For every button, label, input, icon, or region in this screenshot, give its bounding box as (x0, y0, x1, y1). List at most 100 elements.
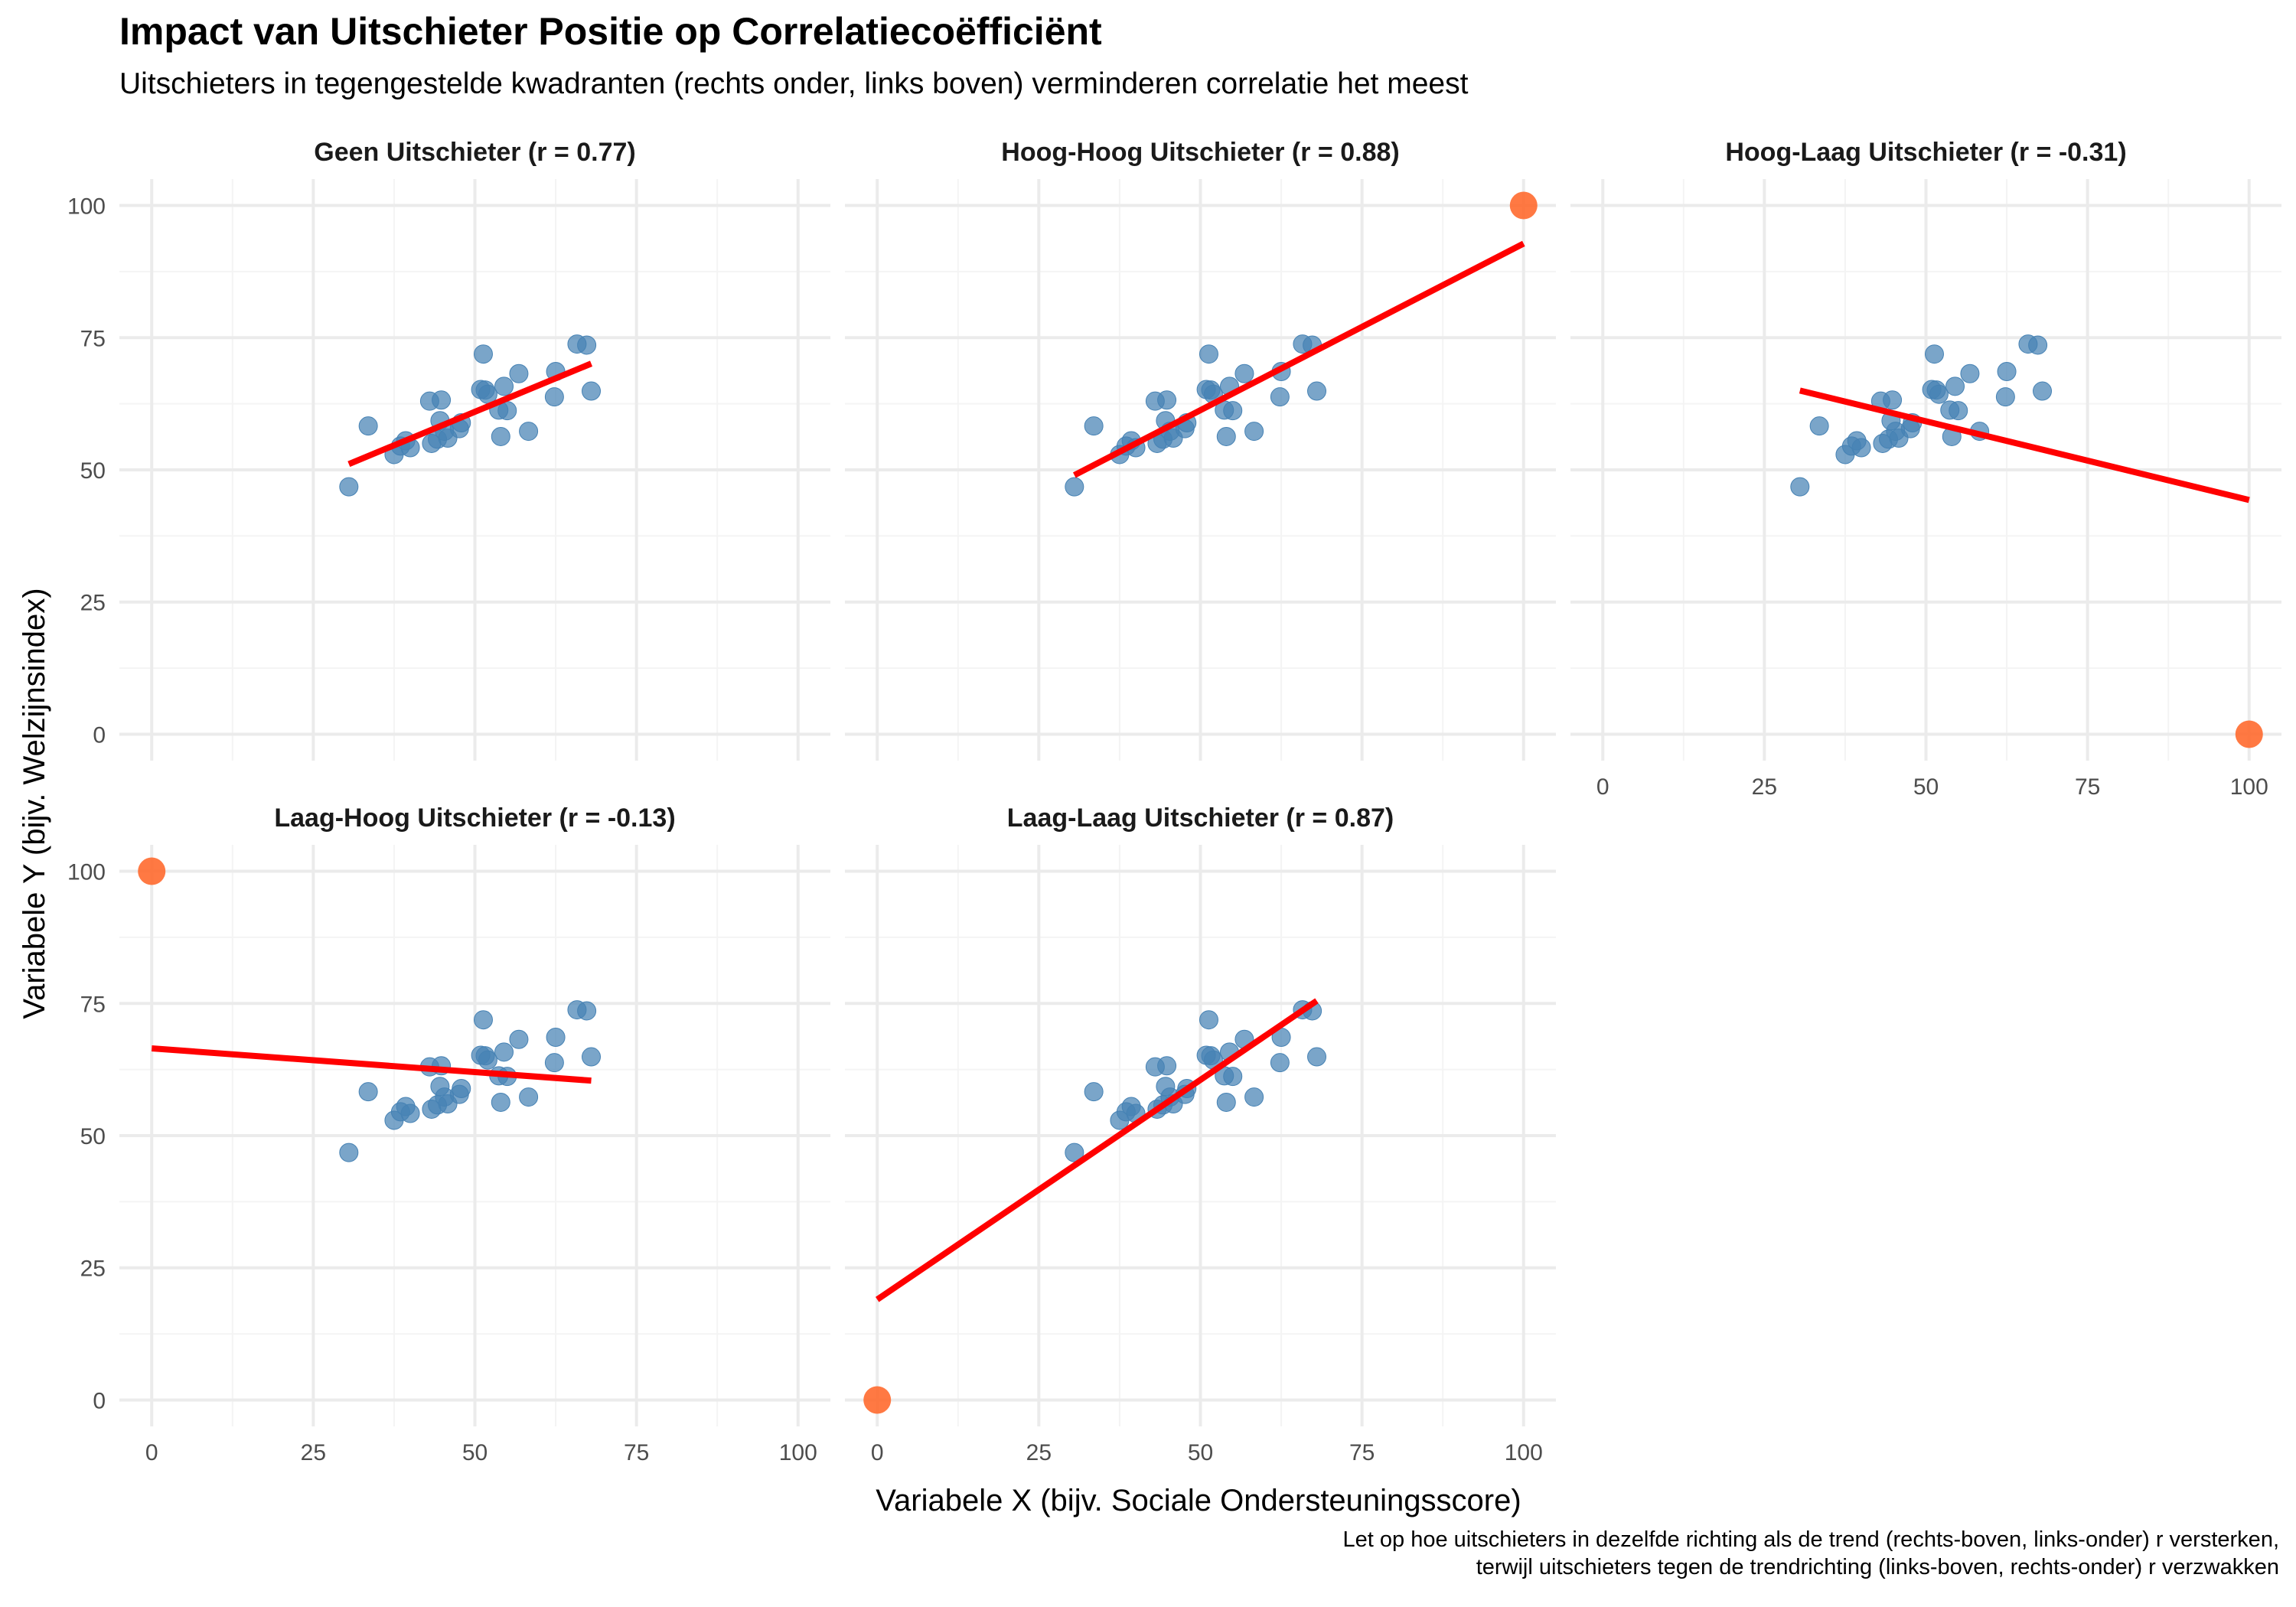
data-point (473, 1010, 493, 1030)
data-point (491, 426, 510, 446)
y-tick-label: 100 (67, 860, 106, 885)
data-point (2033, 381, 2053, 401)
data-point (1307, 1047, 1327, 1067)
chart-caption: Let op hoe uitschieters in dezelfde rich… (1343, 1526, 2279, 1581)
data-point (546, 1027, 566, 1047)
data-point (1883, 390, 1903, 410)
data-point (1997, 361, 2017, 381)
outlier-point (2235, 720, 2263, 748)
data-point (577, 1001, 597, 1021)
data-point (1084, 416, 1104, 436)
y-tick-label: 50 (80, 1124, 106, 1149)
y-tick-label: 0 (93, 1388, 106, 1413)
data-point (582, 381, 602, 401)
x-tick-label: 25 (1752, 774, 1777, 800)
data-point (1084, 1082, 1104, 1102)
data-point (432, 390, 452, 410)
y-tick-label: 75 (80, 992, 106, 1017)
data-point (1809, 416, 1829, 436)
data-point (1929, 384, 1949, 404)
data-point (577, 335, 597, 355)
data-point (509, 363, 529, 383)
data-point (582, 1047, 602, 1067)
data-point (339, 477, 359, 497)
data-point (1223, 401, 1243, 421)
x-tick-label: 75 (624, 1440, 649, 1465)
regression-line (1072, 240, 1525, 478)
x-tick-label: 100 (2230, 774, 2268, 800)
panel-title: Geen Uitschieter (r = 0.77) (314, 138, 635, 167)
chart-title: Impact van Uitschieter Positie op Correl… (119, 10, 1102, 53)
data-point (544, 1053, 564, 1073)
x-tick-label: 75 (2075, 774, 2100, 800)
data-point (1270, 1053, 1290, 1073)
x-tick-label: 25 (301, 1440, 326, 1465)
data-point (491, 1092, 510, 1112)
panel-title: Hoog-Hoog Uitschieter (r = 0.88) (1001, 138, 1399, 167)
data-point (1216, 426, 1236, 446)
data-point (1223, 1067, 1243, 1087)
x-tick-label: 50 (1188, 1440, 1213, 1465)
data-point (494, 376, 514, 396)
data-point (339, 1143, 359, 1162)
caption-line-1: Let op hoe uitschieters in dezelfde rich… (1342, 1527, 2279, 1552)
x-tick-label: 50 (1913, 774, 1939, 800)
y-tick-label: 50 (80, 458, 106, 484)
data-point (1307, 381, 1327, 401)
data-point (1199, 1010, 1218, 1030)
data-point (1234, 363, 1254, 383)
caption-line-2: terwijl uitschieters tegen de trendricht… (1476, 1555, 2279, 1579)
data-point (473, 344, 493, 364)
data-point (1065, 1143, 1084, 1162)
data-point (452, 1079, 471, 1099)
data-point (519, 422, 539, 442)
data-point (1244, 422, 1264, 442)
data-point (358, 1082, 378, 1102)
y-tick-label: 75 (80, 326, 106, 351)
regression-line (875, 998, 1319, 1302)
x-tick-label: 100 (779, 1440, 817, 1465)
x-tick-label: 0 (871, 1440, 884, 1465)
data-point (2028, 335, 2048, 355)
data-point (1244, 1087, 1264, 1107)
data-point (1960, 363, 1980, 383)
y-tick-label: 0 (93, 722, 106, 748)
panel-title: Laag-Laag Uitschieter (r = 0.87) (1007, 804, 1394, 833)
data-point (509, 1029, 529, 1049)
data-point (1945, 376, 1965, 396)
regression-line (347, 360, 593, 468)
data-point (519, 1087, 539, 1107)
x-tick-label: 0 (1596, 774, 1609, 800)
data-point (478, 1050, 497, 1070)
data-point (1270, 387, 1290, 407)
data-point (1949, 401, 1968, 421)
outlier-point (1509, 191, 1538, 220)
outlier-point (138, 857, 166, 885)
data-point (1065, 477, 1084, 497)
x-tick-label: 100 (1505, 1440, 1543, 1465)
data-point (1157, 390, 1177, 410)
x-tick-label: 0 (145, 1440, 158, 1465)
y-tick-label: 25 (80, 591, 106, 616)
panel-title: Hoog-Laag Uitschieter (r = -0.31) (1725, 138, 2126, 167)
outlier-point (863, 1386, 892, 1414)
y-axis-title: Variabele Y (bijv. Welzijnsindex) (18, 588, 51, 1019)
x-tick-label: 50 (462, 1440, 488, 1465)
data-point (1216, 1092, 1236, 1112)
regression-line (1799, 387, 2250, 504)
regression-line (151, 1045, 592, 1084)
data-point (494, 1042, 514, 1062)
y-tick-label: 25 (80, 1257, 106, 1282)
data-point (1851, 438, 1871, 458)
data-point (1790, 477, 1810, 497)
data-point (544, 387, 564, 407)
data-point (358, 416, 378, 436)
panel-title: Laag-Hoog Uitschieter (r = -0.13) (274, 804, 675, 833)
data-point (400, 1103, 420, 1123)
y-tick-label: 100 (67, 194, 106, 220)
data-point (1924, 344, 1944, 364)
data-point (1157, 1056, 1177, 1076)
x-axis-title: Variabele X (bijv. Sociale Ondersteuning… (876, 1484, 1521, 1517)
data-point (1199, 344, 1218, 364)
